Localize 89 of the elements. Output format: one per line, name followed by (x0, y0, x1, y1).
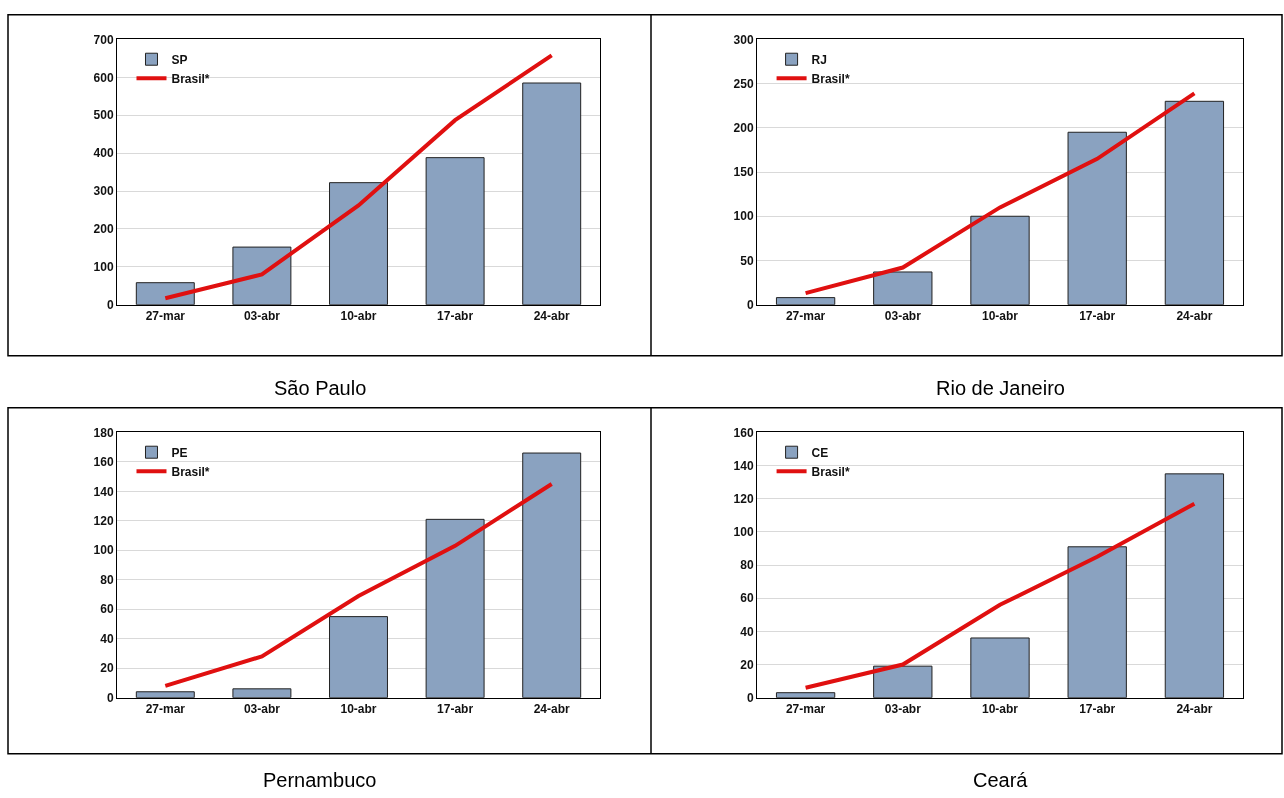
legend-label: SP (171, 52, 188, 67)
x-tick-label: 03-abr (243, 309, 281, 324)
x-tick-label: 17-abr (437, 702, 474, 717)
y-tick-label: 100 (733, 209, 754, 224)
y-tick-label: 20 (100, 661, 114, 676)
x-tick-label: 03-abr (884, 702, 922, 717)
x-tick-label: 27-mar (145, 702, 186, 717)
bar (425, 518, 485, 698)
y-tick-label: 700 (93, 32, 114, 47)
y-tick-label: 300 (93, 184, 114, 199)
y-tick-label: 100 (93, 543, 114, 558)
x-tick-label: 10-abr (340, 702, 377, 717)
legend-label: Brasil* (811, 71, 850, 86)
bar (329, 616, 388, 698)
x-tick-label: 10-abr (981, 702, 1019, 717)
x-tick-label: 10-abr (340, 309, 377, 324)
bar (775, 692, 836, 698)
x-tick-label: 03-abr (243, 702, 281, 717)
bar (232, 688, 292, 698)
y-tick-label: 180 (93, 425, 114, 440)
bar (232, 246, 292, 305)
y-tick-label: 140 (733, 458, 754, 473)
y-tick-label: 100 (93, 259, 114, 274)
y-tick-label: 0 (746, 297, 754, 312)
legend-label: Brasil* (811, 464, 850, 479)
y-tick-label: 80 (740, 558, 754, 573)
x-tick-label: 03-abr (884, 309, 922, 324)
line-series (163, 481, 554, 688)
y-tick-label: 600 (93, 70, 114, 85)
y-tick-label: 20 (740, 657, 754, 672)
legend-label: PE (171, 445, 188, 460)
bar (873, 271, 933, 305)
bar (1164, 100, 1225, 305)
y-tick-label: 120 (733, 491, 754, 506)
x-tick-label: 17-abr (1079, 702, 1116, 717)
line-series (163, 53, 554, 301)
x-tick-label: 17-abr (437, 309, 474, 324)
y-tick-label: 50 (740, 253, 754, 268)
x-tick-label: 24-abr (1176, 309, 1213, 324)
bar (1067, 131, 1127, 305)
x-tick-label: 24-abr (1176, 702, 1213, 717)
y-tick-label: 40 (740, 624, 754, 639)
bar (329, 182, 388, 305)
y-tick-label: 250 (733, 76, 754, 91)
bar (970, 215, 1030, 305)
x-tick-label: 24-abr (533, 309, 571, 324)
x-tick-label: 17-abr (1079, 309, 1116, 324)
y-tick-label: 0 (746, 690, 754, 705)
bar (873, 665, 933, 698)
y-tick-label: 60 (100, 602, 114, 617)
line-series (803, 91, 1197, 296)
bar (425, 157, 485, 305)
bar (522, 452, 582, 698)
x-tick-label: 27-mar (785, 309, 826, 324)
bar (135, 691, 195, 698)
y-tick-label: 200 (733, 121, 754, 136)
y-tick-label: 150 (733, 165, 754, 180)
y-tick-label: 400 (93, 146, 114, 161)
x-tick-label: 27-mar (145, 309, 186, 324)
y-tick-label: 500 (93, 108, 114, 123)
bar (775, 297, 836, 305)
bar (1164, 473, 1225, 698)
y-tick-label: 300 (733, 32, 754, 47)
legend-label: Brasil* (171, 464, 210, 479)
x-tick-label: 10-abr (981, 309, 1019, 324)
y-tick-label: 200 (93, 222, 114, 237)
text: Ceará (973, 769, 1029, 791)
x-tick-label: 24-abr (533, 702, 571, 717)
y-tick-label: 0 (106, 297, 114, 312)
y-tick-label: 40 (100, 631, 114, 646)
y-tick-label: 100 (733, 525, 754, 540)
legend-label: CE (811, 445, 829, 460)
text: Rio de Janeiro (936, 377, 1065, 399)
bar (970, 637, 1030, 698)
y-tick-label: 120 (93, 514, 114, 529)
text: Pernambuco (263, 769, 377, 791)
text: São Paulo (274, 377, 367, 399)
legend-label: Brasil* (171, 71, 210, 86)
bar (1067, 546, 1127, 698)
y-tick-label: 60 (740, 591, 754, 606)
y-tick-label: 160 (733, 425, 754, 440)
line-series (803, 501, 1197, 690)
legend-label: RJ (811, 52, 827, 67)
y-tick-label: 160 (93, 455, 114, 470)
y-tick-label: 80 (100, 572, 114, 587)
y-tick-label: 0 (106, 690, 114, 705)
bar (522, 82, 582, 305)
y-tick-label: 140 (93, 484, 114, 499)
x-tick-label: 27-mar (785, 702, 826, 717)
